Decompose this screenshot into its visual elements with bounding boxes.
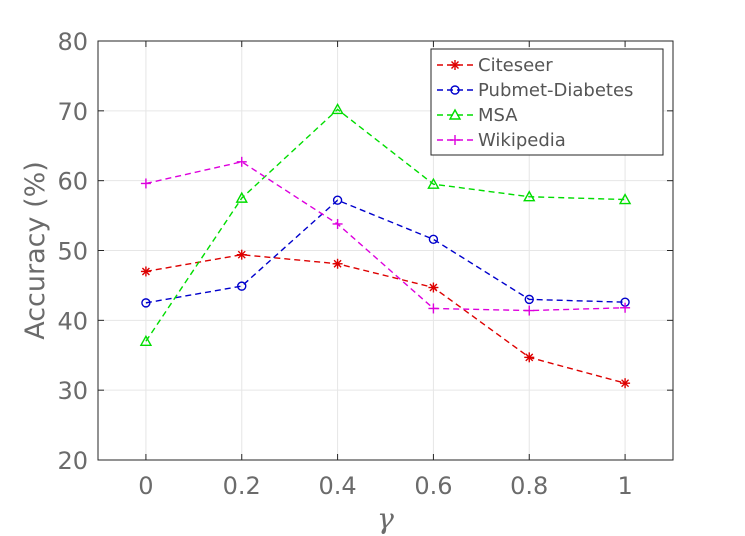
data-point-citeseer [620, 378, 631, 389]
legend-swatch-marker [450, 60, 460, 70]
series-msa [139, 102, 632, 346]
legend-swatch-marker [450, 135, 460, 145]
legend-box [430, 48, 664, 156]
legend-label: Citeseer [478, 55, 553, 76]
y-tick-label: 70 [57, 98, 88, 126]
data-point-citeseer [428, 282, 439, 293]
series-citeseer [140, 249, 631, 389]
legend-item: Pubmet-Diabetes [437, 80, 633, 101]
data-point-citeseer [524, 352, 535, 363]
y-axis-title: Accuracy (%) [20, 161, 51, 340]
data-point-msa [523, 190, 536, 202]
data-point-wikipedia [524, 305, 535, 316]
data-point-pubmet-diabetes [141, 298, 151, 308]
data-point-wikipedia [428, 303, 439, 314]
data-point-pubmet-diabetes [524, 294, 534, 305]
data-point-citeseer [236, 249, 247, 260]
y-tick-label: 30 [57, 377, 88, 405]
data-point-wikipedia [236, 156, 247, 167]
series-wikipedia [140, 156, 631, 316]
x-tick-label: 1 [617, 472, 632, 500]
legend-label: MSA [478, 105, 518, 126]
legend-label: Wikipedia [478, 130, 566, 151]
data-point-wikipedia [620, 302, 631, 313]
series-layer [139, 102, 632, 389]
data-point-msa [427, 177, 440, 189]
data-point-msa [618, 193, 632, 205]
data-point-msa [331, 102, 344, 115]
legend-swatch-marker [448, 108, 462, 120]
legend-item: MSA [437, 105, 518, 126]
data-point-wikipedia [332, 218, 343, 229]
x-tick-label: 0 [138, 472, 153, 500]
legend-swatch-marker [450, 85, 460, 95]
data-point-msa [139, 334, 153, 346]
y-tick-label: 20 [57, 447, 88, 475]
x-tick-label: 0.6 [414, 472, 452, 500]
x-axis-ticks: 0 0.2 0.4 0.6 0.8 1 [138, 41, 633, 500]
data-point-pubmet-diabetes [428, 234, 439, 245]
y-tick-label: 50 [57, 238, 88, 266]
y-tick-label: 80 [57, 28, 88, 56]
data-point-msa [235, 191, 248, 203]
legend: Citeseer Pubmet-Diabetes MSA Wikipedia [430, 48, 664, 156]
series-line-wikipedia [145, 161, 626, 312]
data-point-pubmet-diabetes [237, 281, 247, 291]
x-axis-title: γ [377, 502, 394, 535]
grid-lines [98, 40, 673, 461]
legend-item: Citeseer [437, 55, 553, 76]
x-tick-label: 0.2 [223, 472, 261, 500]
data-point-pubmet-diabetes [332, 195, 343, 205]
series-line-msa [145, 108, 626, 342]
legend-label: Pubmet-Diabetes [478, 80, 633, 101]
data-point-citeseer [140, 266, 151, 277]
y-tick-label: 40 [57, 307, 88, 335]
x-tick-label: 0.4 [318, 472, 356, 500]
y-tick-label: 60 [57, 168, 88, 196]
data-point-citeseer [332, 258, 343, 269]
series-line-citeseer [145, 253, 626, 384]
series-line-pubmet-diabetes [145, 199, 626, 304]
legend-item: Wikipedia [437, 130, 566, 151]
data-point-wikipedia [140, 178, 151, 189]
x-tick-label: 0.8 [510, 472, 548, 500]
y-axis-ticks: 20 30 40 50 60 70 80 [57, 28, 673, 475]
